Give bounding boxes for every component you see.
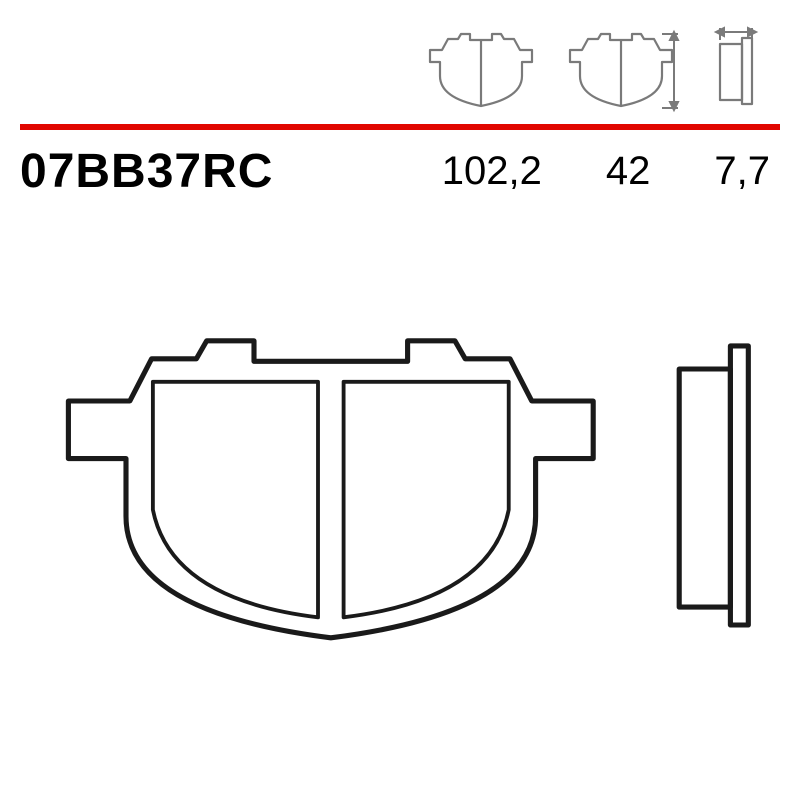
thumb-pad-front-height <box>562 26 680 114</box>
dimensions: 102,2 42 7,7 <box>442 149 780 194</box>
dim-width: 102,2 <box>442 149 542 194</box>
brake-pad-front-view <box>68 341 593 638</box>
brake-pad-side-view <box>679 346 748 625</box>
dim-height: 42 <box>606 149 651 194</box>
main-diagram <box>20 235 780 750</box>
dim-thickness: 7,7 <box>714 149 770 194</box>
thumb-pad-side-thickness <box>702 26 780 114</box>
divider-line <box>20 124 780 130</box>
thumb-pad-front <box>422 26 540 114</box>
header-thumbnails <box>20 10 780 120</box>
part-number: 07BB37RC <box>20 144 273 199</box>
spec-row: 07BB37RC 102,2 42 7,7 <box>20 140 780 202</box>
